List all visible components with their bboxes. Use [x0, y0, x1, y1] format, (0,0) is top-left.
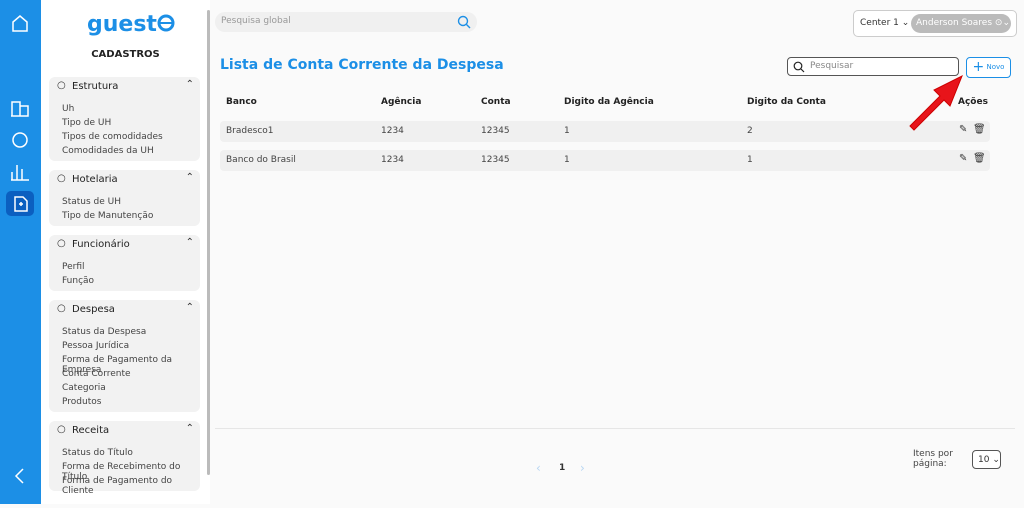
table-cell: 12345 — [481, 155, 510, 165]
user-menu[interactable]: Anderson Soares ⊙⌄ — [911, 14, 1011, 33]
sidebar-section: ○ Despesa ⌃ Status da Despesa Pessoa Jurídic… — [49, 300, 200, 412]
table-cell: 2 — [747, 126, 753, 136]
page-search[interactable]: Pesquisar — [787, 57, 959, 76]
section-icon: ○ — [57, 173, 66, 184]
money-icon[interactable] — [12, 132, 28, 148]
sidebar-link[interactable]: Conta Corrente — [62, 369, 131, 379]
collapse-toggle[interactable]: ⌃ — [185, 302, 194, 313]
sidebar-link[interactable]: Produtos — [62, 397, 102, 407]
sidebar-link[interactable]: Perfil — [62, 262, 85, 272]
search-icon — [457, 15, 471, 29]
next-page[interactable]: › — [580, 461, 585, 475]
table-cell: 12345 — [481, 126, 510, 136]
global-search-placeholder: Pesquisa global — [221, 16, 291, 26]
sidebar-link[interactable]: Status da Despesa — [62, 327, 147, 337]
header-box: Center 1 ⌄ Anderson Soares ⊙⌄ — [853, 10, 1017, 37]
page-search-placeholder: Pesquisar — [810, 61, 854, 71]
column-header: Conta — [481, 97, 511, 107]
per-page-select[interactable]: 10 ⌄ — [972, 450, 1001, 469]
table-cell: 1234 — [381, 126, 404, 136]
sidebar-section: ○ Hotelaria ⌃ Status de UH Tipo de Manutençã… — [49, 170, 200, 226]
page-title: Lista de Conta Corrente da Despesa — [220, 57, 504, 73]
sidebar-section: ○ Funcionário ⌃ Perfil Função — [49, 235, 200, 291]
sidebar-link[interactable]: Comodidades da UH — [62, 146, 154, 156]
section-icon: ○ — [57, 424, 66, 435]
scrollbar — [207, 10, 210, 475]
column-header: Banco — [226, 97, 257, 107]
sidebar-link[interactable]: Status de UH — [62, 197, 122, 207]
sidebar-link[interactable]: Forma de Pagamento da Empresa — [62, 355, 173, 375]
collapse-toggle[interactable]: ⌃ — [185, 237, 194, 248]
collapse-toggle[interactable]: ⌃ — [185, 172, 194, 183]
prev-page[interactable]: ‹ — [536, 461, 541, 475]
logo-text: guest — [87, 12, 157, 37]
sidebar-link[interactable]: Uh — [62, 104, 75, 114]
current-page[interactable]: 1 — [559, 463, 566, 473]
doc-icon — [14, 196, 28, 212]
per-page-value: 10 — [978, 455, 990, 465]
sidebar-link[interactable]: Forma de Recebimento do Título — [62, 462, 181, 482]
table-cell: 1 — [747, 155, 753, 165]
delete-icon[interactable]: 🗑 — [973, 124, 986, 135]
sidebar-link[interactable]: Tipos de comodidades — [62, 132, 163, 142]
table-row — [220, 121, 990, 142]
unit-text: Center 1 — [860, 18, 899, 28]
per-page-label: Itens por página: — [913, 449, 953, 469]
unit-select[interactable]: Center 1 ⌄ — [860, 18, 910, 28]
new-button[interactable]: + Novo — [966, 57, 1011, 78]
column-header: Agência — [381, 97, 422, 107]
sidebar-title: CADASTROS — [91, 49, 160, 60]
edit-icon[interactable]: ✎ — [959, 153, 968, 164]
sidebar-link[interactable]: Tipo de UH — [62, 118, 112, 128]
sidebar-link[interactable]: Pessoa Jurídica — [62, 341, 130, 351]
sidebar-link[interactable]: Tipo de Manutenção — [62, 211, 154, 221]
edit-icon[interactable]: ✎ — [959, 124, 968, 135]
collapse-toggle[interactable]: ⌃ — [185, 79, 194, 90]
home-icon[interactable] — [12, 15, 28, 32]
table-cell: 1 — [564, 155, 570, 165]
table-cell: Banco do Brasil — [226, 155, 296, 165]
logo-icon — [157, 14, 175, 32]
section-icon: ○ — [57, 238, 66, 249]
logo: guest — [87, 12, 175, 37]
collapse-toggle[interactable]: ⌃ — [185, 423, 194, 434]
global-search[interactable]: Pesquisa global — [215, 12, 477, 32]
nav-icons — [6, 15, 34, 484]
page-search-icon — [793, 61, 805, 73]
building-icon[interactable] — [11, 101, 29, 117]
table-row — [220, 150, 990, 171]
annotation-arrow — [909, 74, 963, 131]
table-cell: 1234 — [381, 155, 404, 165]
section-title[interactable]: Despesa — [72, 304, 115, 315]
section-title[interactable]: Receita — [72, 425, 110, 436]
section-icon: ○ — [57, 80, 66, 91]
chart-icon[interactable] — [11, 165, 29, 181]
sidebar-link[interactable]: Categoria — [62, 383, 106, 393]
sidebar-section: ○ Receita ⌃ Status do Título Forma de Recebi… — [49, 421, 200, 496]
collapse-icon[interactable] — [14, 468, 24, 484]
column-header: Ações — [958, 97, 988, 107]
delete-icon[interactable]: 🗑 — [973, 153, 986, 164]
sidebar-link[interactable]: Status do Título — [62, 448, 133, 458]
sidebar-link[interactable]: Função — [62, 276, 95, 286]
column-header: Digito da Conta — [747, 97, 826, 107]
table-cell: Bradesco1 — [226, 126, 274, 136]
new-button-text: Novo — [986, 63, 1005, 71]
section-icon: ○ — [57, 303, 66, 314]
sidebar-section: ○ Estrutura ⌃ Uh Tipo de UH Tipos de comodida… — [49, 77, 200, 161]
section-title[interactable]: Hotelaria — [72, 174, 118, 185]
divider — [215, 428, 1015, 429]
column-header: Digito da Agência — [564, 97, 654, 107]
sidebar-link[interactable]: Forma de Pagamento do Cliente — [62, 476, 173, 496]
user-name: Anderson Soares — [916, 18, 993, 28]
table-cell: 1 — [564, 126, 570, 136]
nav-rail — [0, 0, 41, 504]
section-title[interactable]: Funcionário — [72, 239, 130, 250]
section-title[interactable]: Estrutura — [72, 81, 119, 92]
